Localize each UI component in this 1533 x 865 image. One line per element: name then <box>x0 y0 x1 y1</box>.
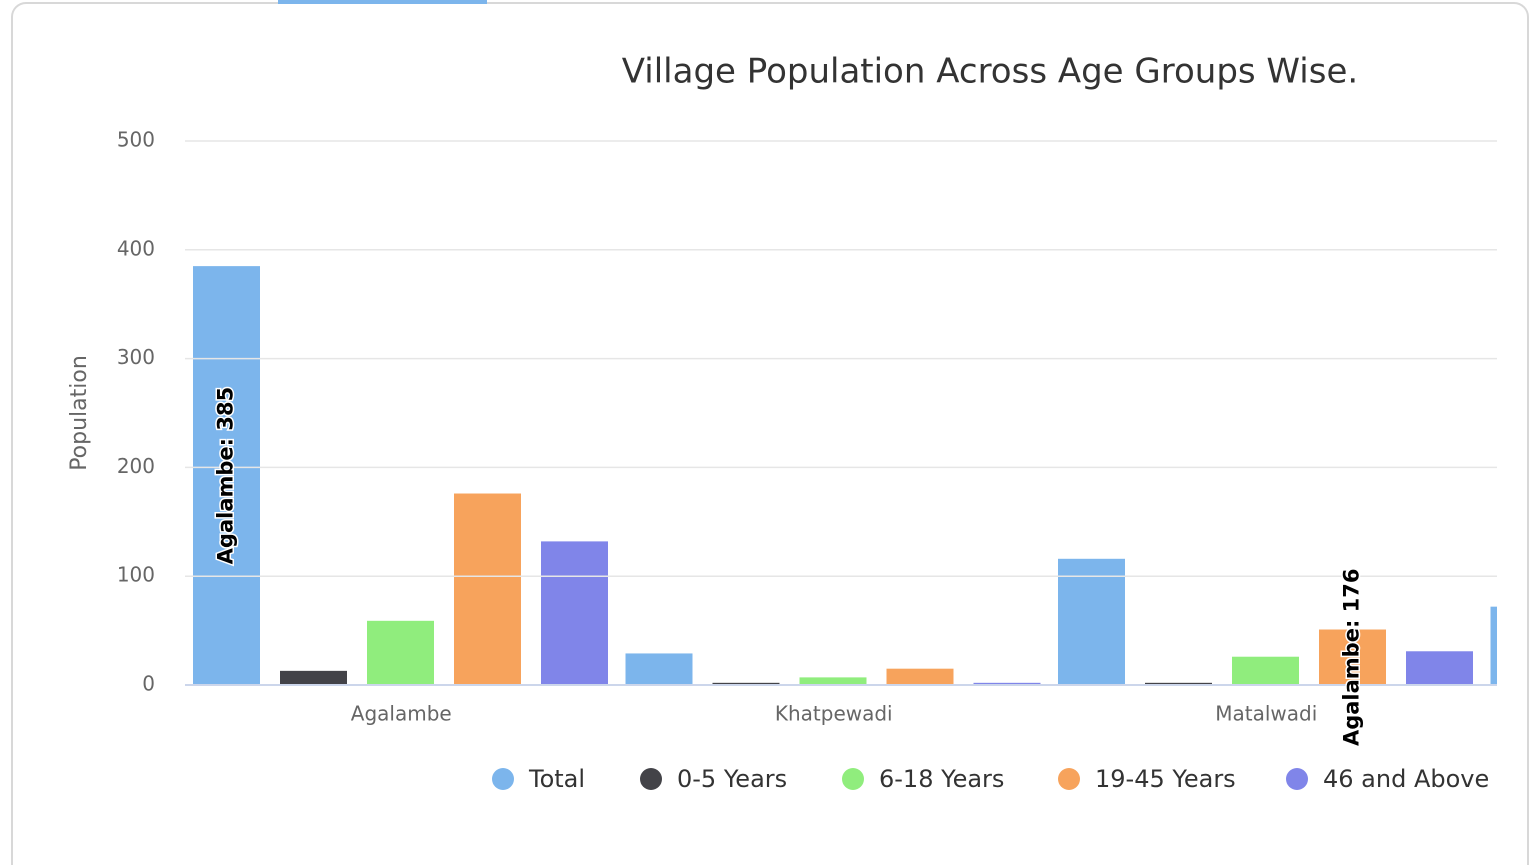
bar <box>1145 682 1212 685</box>
bar <box>973 682 1041 685</box>
bar <box>280 670 347 685</box>
legend-marker <box>492 768 514 790</box>
legend-marker <box>842 768 864 790</box>
y-tick-label: 200 <box>117 454 155 478</box>
y-tick-label: 100 <box>117 563 155 587</box>
legend-label: 0-5 Years <box>677 765 787 793</box>
bar <box>799 677 867 685</box>
tab-indicator <box>278 0 487 4</box>
y-tick-label: 0 <box>142 672 155 696</box>
bar <box>1319 629 1386 685</box>
y-tick-label: 500 <box>117 128 155 152</box>
x-tick-label: Khatpewadi <box>775 702 893 726</box>
data-label: Agalambe: 385 <box>214 387 238 565</box>
y-tick-label: 400 <box>117 236 155 260</box>
bar <box>1490 606 1497 685</box>
bar <box>1406 651 1473 685</box>
bar <box>1232 656 1299 685</box>
bar <box>454 493 521 685</box>
bar <box>193 266 260 685</box>
legend-marker <box>640 768 662 790</box>
legend-label: Total <box>528 765 585 793</box>
legend-marker <box>1058 768 1080 790</box>
bar <box>1058 558 1125 685</box>
chart-title: Village Population Across Age Groups Wis… <box>622 52 1358 92</box>
legend-label: 6-18 Years <box>879 765 1004 793</box>
legend-label: 46 and Above <box>1323 765 1489 793</box>
y-tick-label: 300 <box>117 345 155 369</box>
x-tick-label: Agalambe <box>351 702 452 726</box>
bar <box>541 541 608 685</box>
legend-marker <box>1286 768 1308 790</box>
data-label: Agalambe: 176 <box>1340 568 1364 746</box>
x-tick-label: Matalwadi <box>1215 702 1317 726</box>
bar <box>625 653 693 685</box>
plot <box>193 266 1497 685</box>
legend-label: 19-45 Years <box>1095 765 1236 793</box>
bar <box>367 620 434 685</box>
y-axis-label: Population <box>67 355 92 471</box>
bar <box>886 668 954 685</box>
bar <box>712 682 780 685</box>
